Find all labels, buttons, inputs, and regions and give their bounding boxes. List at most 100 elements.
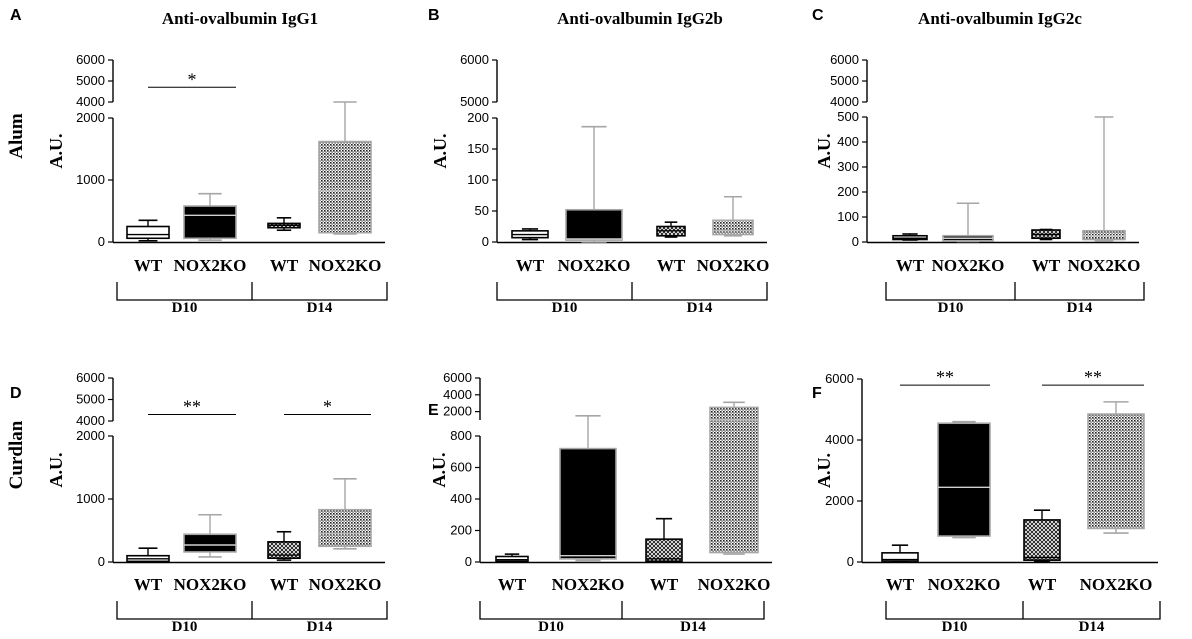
x-category-label: NOX2KO (309, 256, 382, 275)
y-tick-label: 4000 (825, 432, 854, 447)
y-axis-label: A.U. (814, 453, 834, 488)
panel-letter: C (812, 7, 824, 24)
y-tick-label: 400 (837, 134, 859, 149)
group-label: D14 (1067, 300, 1093, 316)
column-title-igg2b: Anti-ovalbumin IgG2b (557, 9, 723, 28)
x-category-label: WT (498, 575, 527, 594)
x-category-label: WT (270, 256, 299, 275)
y-tick-label: 4000 (830, 94, 859, 109)
significance-label: ** (936, 367, 954, 387)
y-axis-label: A.U. (430, 134, 450, 169)
x-category-label: NOX2KO (309, 575, 382, 594)
x-category-label: WT (134, 575, 163, 594)
y-tick-label: 200 (837, 184, 859, 199)
box-nox2ko (565, 208, 623, 241)
group-label: D10 (172, 619, 198, 635)
column-title-igg2c: Anti-ovalbumin IgG2c (918, 9, 1082, 28)
box-nox2ko (318, 508, 372, 548)
y-tick-label: 300 (837, 159, 859, 174)
group-label: D10 (538, 619, 564, 635)
box-nox2ko (937, 422, 991, 537)
box-wt (267, 541, 301, 560)
x-category-label: WT (886, 575, 915, 594)
group-label: D14 (307, 300, 333, 316)
y-tick-label: 5000 (76, 392, 105, 407)
y-tick-label: 5000 (830, 73, 859, 88)
significance-label: * (188, 69, 197, 89)
x-category-label: NOX2KO (1068, 256, 1141, 275)
x-category-label: WT (516, 256, 545, 275)
significance-label: ** (1084, 367, 1102, 387)
y-tick-label: 2000 (825, 493, 854, 508)
box-wt (1023, 519, 1061, 561)
significance-label: ** (183, 397, 201, 417)
y-tick-label: 50 (475, 203, 489, 218)
y-tick-label: 400 (450, 491, 472, 506)
y-tick-label: 200 (467, 110, 489, 125)
y-axis-label: A.U. (46, 134, 66, 169)
panel-letter: B (428, 7, 440, 24)
x-category-label: WT (650, 575, 679, 594)
y-tick-label: 1000 (76, 491, 105, 506)
row-label-curdlan: Curdlan (6, 420, 27, 489)
box-nox2ko (183, 533, 237, 553)
group-label: D10 (552, 300, 578, 316)
y-tick-label: 6000 (460, 52, 489, 67)
y-tick-label: 5000 (76, 73, 105, 88)
x-category-label: NOX2KO (928, 575, 1001, 594)
x-category-label: WT (1028, 575, 1057, 594)
y-tick-label: 1000 (76, 172, 105, 187)
y-tick-label: 0 (98, 234, 105, 249)
x-category-label: NOX2KO (174, 256, 247, 275)
y-axis-label: A.U. (814, 134, 834, 169)
panel-E: E A.U. 0 200 400 600 800 2000 4000 6000 WT NOX2KO WT… (428, 370, 772, 635)
y-tick-label: 100 (467, 172, 489, 187)
y-tick-label: 6000 (830, 52, 859, 67)
group-label: D14 (1079, 619, 1105, 635)
y-tick-label: 600 (450, 460, 472, 475)
x-category-label: NOX2KO (552, 575, 625, 594)
group-label: D14 (307, 619, 333, 635)
column-title-igg1: Anti-ovalbumin IgG1 (162, 9, 318, 28)
y-tick-label: 4000 (443, 387, 472, 402)
x-category-label: NOX2KO (698, 575, 771, 594)
group-label: D10 (172, 300, 198, 316)
x-category-label: WT (657, 256, 686, 275)
x-category-label: NOX2KO (558, 256, 631, 275)
y-tick-label: 0 (852, 234, 859, 249)
box-nox2ko (1087, 413, 1145, 530)
box-nox2ko (183, 205, 237, 240)
box-nox2ko (712, 219, 754, 236)
x-category-label: WT (896, 256, 925, 275)
x-category-label: WT (1032, 256, 1061, 275)
panel-F: F A.U. 0 2000 4000 6000 WT NOX2KO WT NOX2KO D10 D14… (812, 367, 1161, 635)
box-wt (495, 555, 529, 563)
x-category-label: NOX2KO (174, 575, 247, 594)
panel-letter: D (10, 385, 22, 402)
y-tick-label: 2000 (76, 428, 105, 443)
y-tick-label: 5000 (460, 94, 489, 109)
box-nox2ko (318, 140, 372, 234)
y-tick-label: 6000 (76, 52, 105, 67)
x-category-label: NOX2KO (697, 256, 770, 275)
panel-letter: E (428, 402, 439, 419)
box-nox2ko (559, 447, 617, 560)
box-wt (126, 225, 170, 240)
y-tick-label: 6000 (76, 370, 105, 385)
y-tick-label: 150 (467, 141, 489, 156)
y-tick-label: 500 (837, 109, 859, 124)
x-category-label: NOX2KO (932, 256, 1005, 275)
y-tick-label: 0 (465, 554, 472, 569)
group-label: D10 (938, 300, 964, 316)
x-category-label: WT (270, 575, 299, 594)
y-tick-label: 0 (98, 554, 105, 569)
y-tick-label: 2000 (76, 110, 105, 125)
y-tick-label: 200 (450, 523, 472, 538)
group-label: D14 (680, 619, 706, 635)
x-category-label: NOX2KO (1080, 575, 1153, 594)
